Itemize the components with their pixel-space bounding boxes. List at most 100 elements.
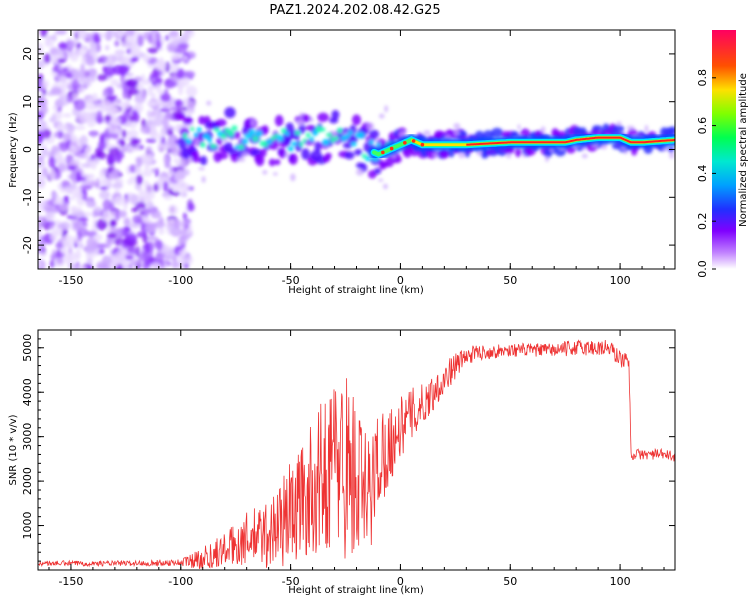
noise-blob	[104, 104, 117, 114]
track-core	[309, 136, 315, 142]
noise-blob	[55, 30, 67, 35]
track-halo	[592, 125, 603, 132]
track-outlier	[262, 169, 268, 175]
noise-blob	[162, 181, 169, 193]
noise-blob	[88, 173, 95, 179]
noise-blob	[178, 249, 189, 255]
noise-blob	[125, 72, 134, 78]
noise-blob	[110, 169, 120, 181]
track-core	[351, 141, 357, 147]
noise-blob	[76, 42, 82, 50]
track-halo	[177, 137, 188, 150]
noise-blob	[70, 70, 83, 77]
noise-blob	[62, 234, 74, 245]
noise-blob	[43, 207, 55, 212]
noise-blob	[73, 99, 86, 111]
track-core	[202, 133, 210, 140]
noise-blob	[55, 242, 64, 250]
track-core	[241, 138, 249, 145]
track-outlier	[669, 152, 675, 159]
track-outlier	[522, 153, 526, 158]
track-halo	[344, 151, 355, 160]
noise-blob	[145, 146, 153, 153]
noise-blob	[87, 75, 97, 83]
noise-blob	[167, 204, 179, 216]
colorbar-tick-label: 0.2	[696, 212, 709, 230]
noise-blob	[38, 133, 44, 144]
track-outlier	[540, 126, 546, 134]
noise-blob	[78, 46, 86, 57]
noise-blob	[54, 251, 65, 259]
track-halo	[342, 142, 353, 149]
noise-blob	[38, 214, 43, 226]
noise-blob	[83, 82, 92, 87]
track-outlier	[250, 119, 255, 127]
noise-blob	[110, 218, 117, 228]
track-halo	[215, 118, 227, 127]
noise-blob	[62, 113, 72, 118]
bottom-axis-ticks: -150 -100 -50 0 50 100 1000 2000 3000 4000 5000	[21, 329, 675, 588]
noise-blob	[134, 201, 147, 210]
noise-blob	[185, 85, 198, 97]
bottom-ytick-label: 3000	[21, 423, 34, 451]
track-core	[196, 126, 202, 133]
track-outlier	[206, 100, 212, 106]
track-outlier	[198, 167, 205, 171]
noise-blob	[136, 157, 143, 168]
noise-blob	[182, 212, 188, 221]
track-halo	[175, 112, 186, 120]
noise-blob	[165, 111, 173, 119]
track-outlier	[581, 145, 585, 151]
noise-blob	[150, 111, 158, 121]
noise-blob	[130, 260, 142, 265]
track-halo	[373, 167, 382, 175]
noise-blob	[156, 143, 168, 151]
track-outlier	[290, 173, 296, 182]
track-outlier	[453, 123, 461, 129]
track-core-line	[368, 131, 675, 161]
noise-blob	[179, 32, 190, 44]
noise-blob	[44, 35, 51, 46]
noise-blob	[169, 191, 181, 197]
noise-blob	[152, 263, 162, 269]
track-peak-dot	[411, 139, 416, 143]
noise-blob	[49, 259, 55, 269]
noise-blob	[135, 174, 144, 185]
noise-blob	[146, 201, 154, 210]
noise-blob	[110, 256, 119, 268]
track-core	[270, 136, 276, 141]
noise-blob	[52, 105, 60, 111]
bottom-ytick-label: 5000	[21, 334, 34, 362]
noise-blob	[120, 147, 128, 153]
noise-blob	[121, 129, 127, 139]
track-halo	[317, 112, 329, 122]
track-core	[369, 139, 374, 145]
noise-blob	[92, 210, 98, 218]
noise-blob	[80, 63, 85, 73]
noise-blob	[66, 95, 74, 103]
noise-blob	[118, 210, 127, 218]
noise-blob	[93, 32, 101, 44]
noise-blob	[78, 242, 84, 249]
noise-blob	[102, 92, 108, 97]
track-outlier	[581, 153, 588, 159]
noise-blob	[95, 218, 108, 231]
noise-blob	[153, 239, 163, 249]
noise-blob	[103, 210, 108, 222]
noise-blob	[77, 231, 82, 242]
track-outlier	[458, 151, 466, 159]
track-core	[210, 143, 217, 149]
noise-blob	[57, 161, 67, 173]
track-halo	[491, 127, 504, 138]
track-halo	[268, 158, 276, 167]
track-core	[337, 127, 343, 134]
track-halo	[331, 109, 340, 120]
track-core	[213, 127, 220, 132]
top-xtick-label: -50	[282, 274, 300, 287]
noise-blob	[153, 116, 164, 127]
track-outlier	[384, 105, 389, 113]
track-core	[322, 138, 330, 146]
noise-blob	[120, 41, 132, 48]
noise-blob	[38, 119, 47, 132]
